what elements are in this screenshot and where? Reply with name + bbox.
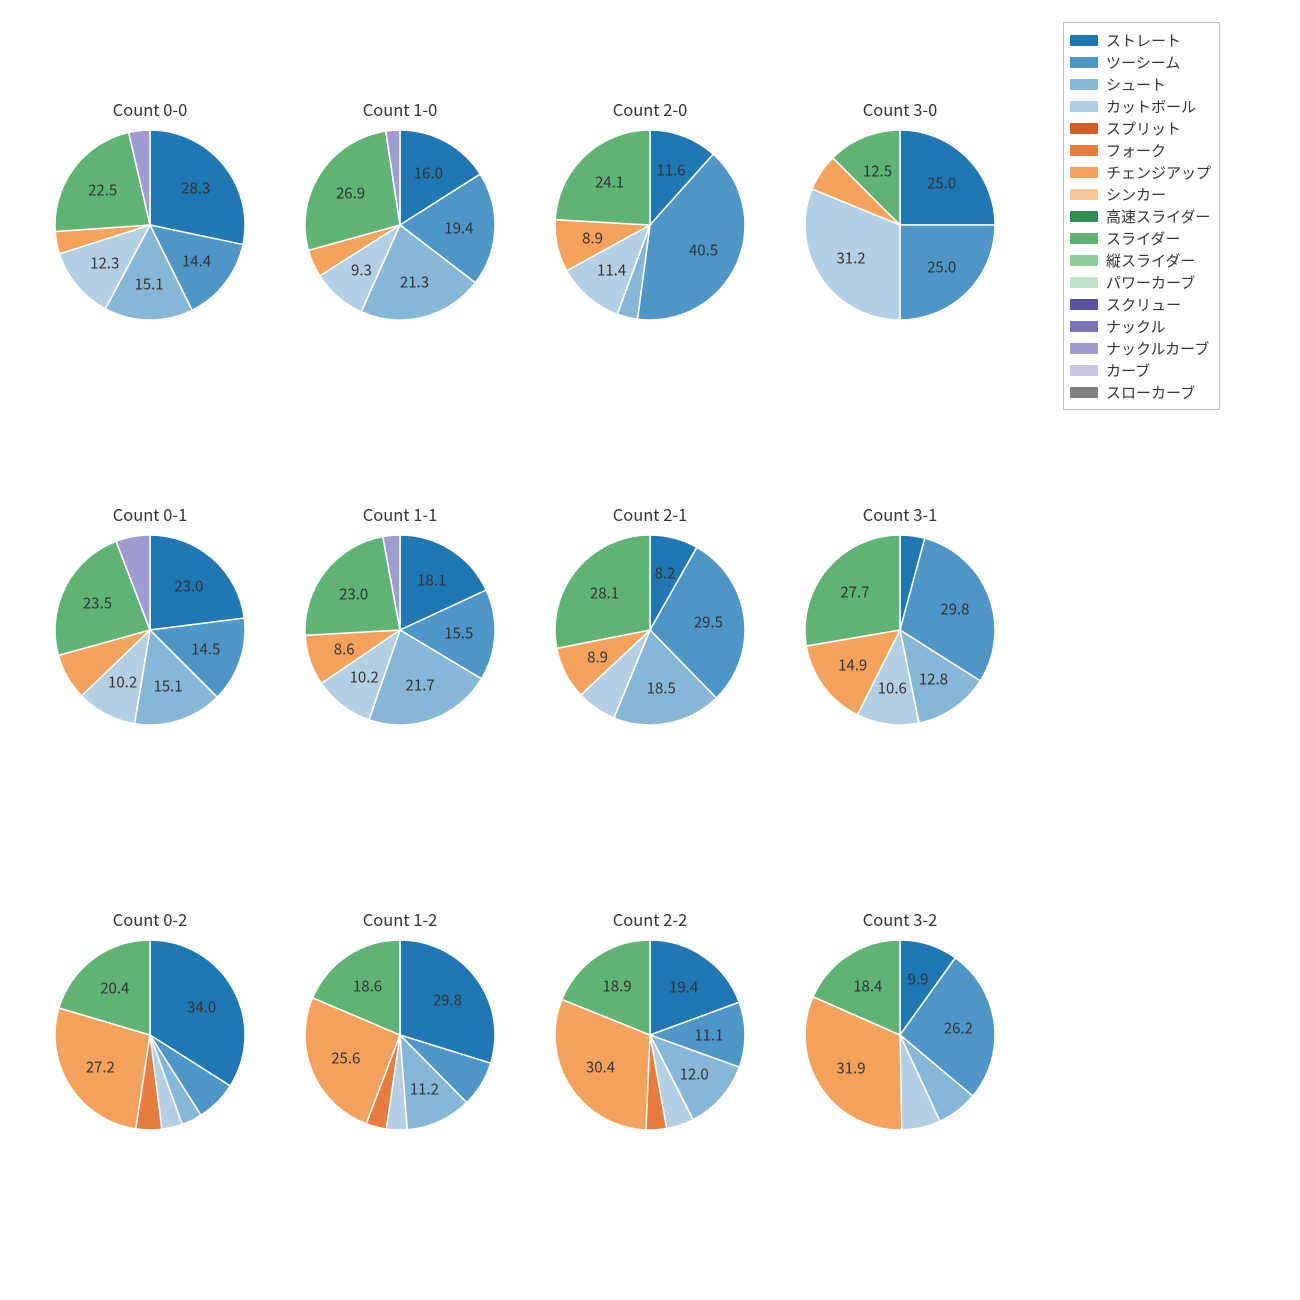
legend-item: フォーク [1070, 139, 1211, 161]
pie-slice [555, 130, 650, 225]
pie-chart [553, 128, 747, 322]
legend-item: チェンジアップ [1070, 161, 1211, 183]
pie-title: Count 1-2 [300, 907, 500, 931]
legend-item: パワーカーブ [1070, 271, 1211, 293]
pie-title: Count 2-2 [550, 907, 750, 931]
pie-slice [150, 535, 244, 630]
pie-title: Count 2-1 [550, 502, 750, 526]
pie-title: Count 3-0 [800, 97, 1000, 121]
pie-title: Count 0-2 [50, 907, 250, 931]
legend-item: 高速スライダー [1070, 205, 1211, 227]
pie-chart [553, 938, 747, 1132]
pie-title: Count 1-0 [300, 97, 500, 121]
legend-swatch [1070, 123, 1098, 134]
legend-label: スローカーブ [1106, 382, 1195, 403]
pie-title: Count 2-0 [550, 97, 750, 121]
legend-item: ストレート [1070, 29, 1211, 51]
legend-swatch [1070, 189, 1098, 200]
pie-slice [805, 535, 900, 646]
legend-item: スプリット [1070, 117, 1211, 139]
legend-label: シンカー [1106, 184, 1166, 205]
legend-swatch [1070, 211, 1098, 222]
legend-label: ナックルカーブ [1106, 338, 1209, 359]
pie-title: Count 3-1 [800, 502, 1000, 526]
legend-label: カットボール [1106, 96, 1196, 117]
legend-swatch [1070, 277, 1098, 288]
legend-label: スプリット [1106, 118, 1181, 139]
legend-label: 高速スライダー [1106, 206, 1210, 227]
legend-item: シュート [1070, 73, 1211, 95]
pie-chart [303, 533, 497, 727]
legend-label: シュート [1106, 74, 1166, 95]
legend-label: スクリュー [1106, 294, 1181, 315]
legend-swatch [1070, 101, 1098, 112]
legend-swatch [1070, 255, 1098, 266]
legend-item: カーブ [1070, 359, 1211, 381]
legend-label: ストレート [1106, 30, 1181, 51]
pie-chart [553, 533, 747, 727]
legend-item: スローカーブ [1070, 381, 1211, 403]
pie-title: Count 1-1 [300, 502, 500, 526]
legend-label: ツーシーム [1106, 52, 1180, 73]
legend-label: ナックル [1106, 316, 1166, 337]
legend-item: スライダー [1070, 227, 1211, 249]
legend-label: スライダー [1106, 228, 1180, 249]
legend: ストレートツーシームシュートカットボールスプリットフォークチェンジアップシンカー… [1063, 22, 1220, 410]
legend-item: ツーシーム [1070, 51, 1211, 73]
legend-swatch [1070, 35, 1098, 46]
pie-slice [900, 225, 995, 320]
legend-swatch [1070, 299, 1098, 310]
pie-chart [803, 128, 997, 322]
legend-swatch [1070, 167, 1098, 178]
legend-label: フォーク [1106, 140, 1166, 161]
pie-chart [53, 938, 247, 1132]
pie-slice [900, 130, 995, 225]
legend-item: スクリュー [1070, 293, 1211, 315]
pie-grid-root: ストレートツーシームシュートカットボールスプリットフォークチェンジアップシンカー… [0, 0, 1300, 1300]
legend-label: カーブ [1106, 360, 1150, 381]
legend-item: 縦スライダー [1070, 249, 1211, 271]
legend-swatch [1070, 233, 1098, 244]
pie-chart [803, 938, 997, 1132]
pie-title: Count 0-1 [50, 502, 250, 526]
legend-swatch [1070, 387, 1098, 398]
legend-label: パワーカーブ [1106, 272, 1195, 293]
legend-swatch [1070, 145, 1098, 156]
legend-item: シンカー [1070, 183, 1211, 205]
pie-title: Count 0-0 [50, 97, 250, 121]
legend-item: ナックルカーブ [1070, 337, 1211, 359]
legend-label: 縦スライダー [1106, 250, 1195, 271]
legend-swatch [1070, 79, 1098, 90]
pie-chart [803, 533, 997, 727]
pie-chart [303, 128, 497, 322]
pie-title: Count 3-2 [800, 907, 1000, 931]
legend-swatch [1070, 321, 1098, 332]
pie-chart [53, 533, 247, 727]
legend-label: チェンジアップ [1106, 162, 1211, 183]
legend-swatch [1070, 57, 1098, 68]
legend-item: ナックル [1070, 315, 1211, 337]
legend-swatch [1070, 365, 1098, 376]
legend-item: カットボール [1070, 95, 1211, 117]
pie-slice [555, 535, 650, 648]
legend-swatch [1070, 343, 1098, 354]
pie-chart [303, 938, 497, 1132]
pie-chart [53, 128, 247, 322]
